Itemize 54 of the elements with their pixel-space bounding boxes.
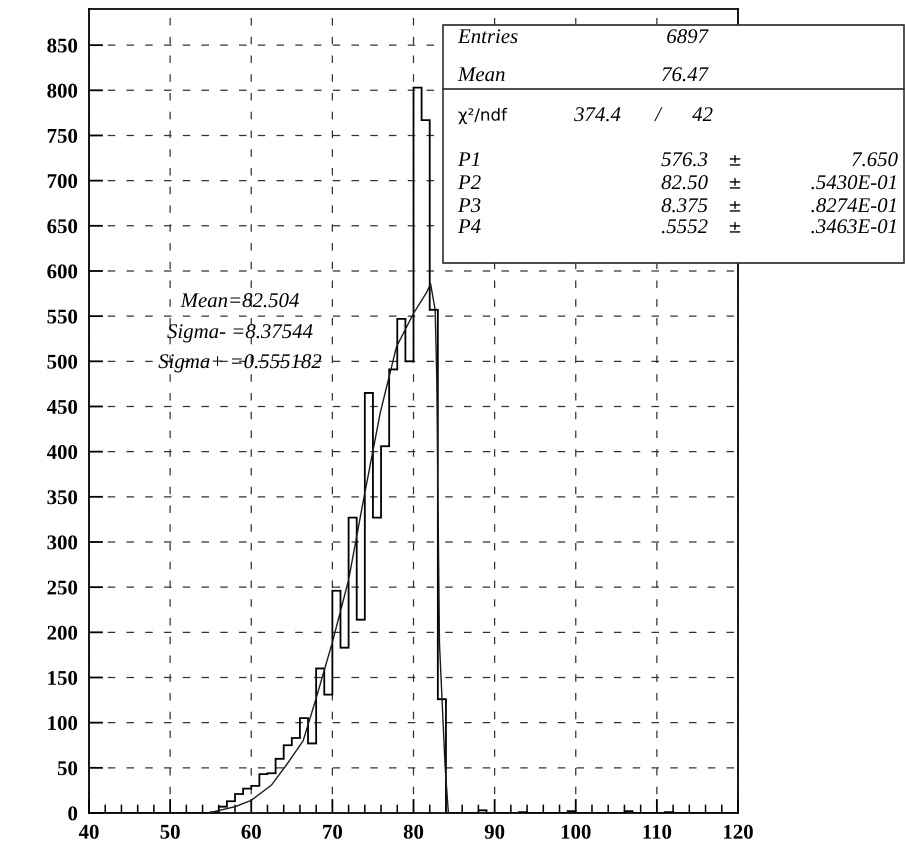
annotation: Sigma- =8.37544 [167, 324, 313, 342]
y-tick-label: 700 [48, 174, 78, 188]
annotation: ± [730, 201, 740, 212]
y-tick-label: 100 [48, 716, 78, 730]
annotation: Entries [458, 29, 518, 44]
text: 7.650 [852, 152, 898, 166]
text: .5430E-01 [811, 175, 896, 190]
annotation: ± [730, 222, 740, 233]
annotation: χ²/ndf [458, 108, 508, 124]
y-tick-label: 550 [47, 310, 78, 324]
x-tick-label: 60 [242, 824, 261, 839]
annotation: P2 [458, 175, 481, 190]
y-tick-label: 850 [47, 38, 78, 53]
annotation: 6897 [667, 29, 709, 44]
annotation: 374.4 [574, 107, 621, 122]
annotation: / [654, 107, 662, 122]
y-tick-label: 300 [47, 535, 78, 550]
annotation: ± [730, 155, 740, 166]
text: .8274E-01 [811, 198, 896, 212]
x-tick-label: 50 [160, 824, 180, 839]
y-tick-label: 500 [47, 354, 78, 369]
y-tick-label: 650 [47, 219, 78, 234]
y-tick-label: 50 [58, 761, 78, 776]
annotation: 576.3 [661, 152, 708, 166]
y-tick-label: 600 [47, 264, 78, 278]
text: .3463E-01 [811, 219, 896, 234]
y-tick-label: 250 [48, 580, 78, 595]
y-tick-label: 350 [47, 490, 78, 504]
y-tick-label: 0 [68, 806, 78, 820]
annotation: Mean [458, 67, 505, 82]
annotation: Sigma+ =0.555182 [158, 354, 322, 372]
annotation: 82.50 [662, 175, 708, 190]
annotation: 42 [692, 107, 713, 122]
y-tick-label: 750 [48, 128, 78, 143]
x-tick-label: 80 [404, 824, 424, 839]
y-tick-label: 400 [46, 445, 78, 460]
annotation: .5552 [662, 219, 708, 234]
y-tick-label: 200 [48, 626, 78, 640]
annotation: P3 [458, 198, 480, 212]
x-tick-label: 120 [724, 824, 753, 839]
y-tick-label: 150 [48, 670, 78, 685]
y-tick-label: 450 [46, 400, 78, 414]
x-tick-label: 100 [562, 824, 591, 839]
annotation: 8.375 [662, 198, 708, 212]
x-tick-label: 90 [484, 824, 504, 839]
annotation: 76.47 [662, 67, 709, 82]
annotation: P1 [458, 152, 479, 166]
y-tick-label: 800 [47, 84, 78, 98]
x-tick-label: 70 [323, 824, 342, 839]
x-tick-label: 110 [643, 824, 672, 839]
annotation: ± [730, 178, 740, 189]
annotation: P4 [458, 219, 481, 234]
x-tick-label: 40 [78, 824, 99, 839]
annotation: Mean=82.504 [180, 293, 299, 308]
